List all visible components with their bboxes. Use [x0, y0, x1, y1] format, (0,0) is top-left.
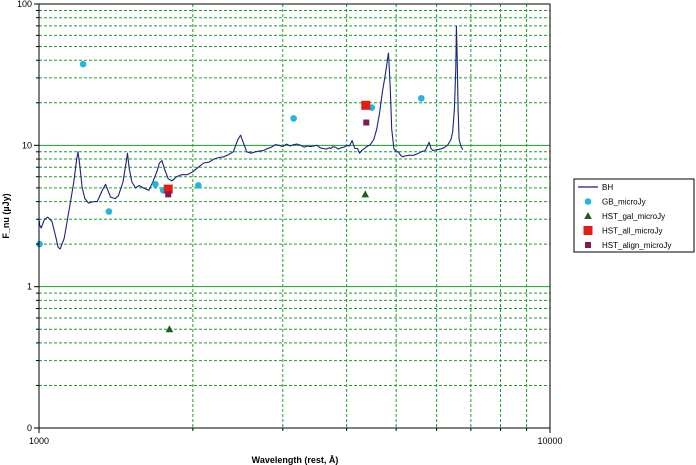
legend-swatch-hst-align-microjy	[585, 242, 591, 248]
data-point-hst-gal-microjy	[361, 190, 370, 198]
x-tick-label: 10000	[537, 436, 562, 446]
y-tick-label: 100	[17, 0, 32, 9]
data-point-gb-microjy	[79, 60, 87, 68]
legend-swatch-hst-all-microjy	[583, 226, 593, 235]
data-point-hst-all-microjy	[361, 100, 371, 110]
y-axis-title: F_nu (µJy)	[1, 193, 11, 238]
data-point-hst-align-microjy	[165, 191, 172, 198]
legend-label-hst-gal-microjy: HST_gal_microJy	[602, 212, 665, 221]
legend-label-hst-all-microjy: HST_all_microJy	[602, 227, 662, 236]
x-axis-title: Wavelength (rest, Å)	[252, 455, 339, 465]
legend-swatch-gb-microjy	[584, 198, 592, 205]
data-point-gb-microjy	[152, 181, 159, 188]
data-point-gb-microjy	[105, 208, 113, 215]
data-point-hst-align-microjy	[363, 119, 370, 126]
legend-items: BH GB_microJy HST_gal_microJy HST_all_micro…	[578, 183, 671, 250]
plot-area	[39, 4, 550, 428]
series-layer	[36, 25, 464, 333]
plot-frame	[38, 3, 551, 429]
tick-layer: 0 1 10 100 1000 10000	[17, 0, 563, 446]
data-point-gb-microjy	[195, 182, 202, 189]
legend-label-gb-microjy: GB_microJy	[602, 198, 646, 207]
data-point-hst-all-microjy	[163, 184, 173, 194]
data-point-gb-microjy	[290, 115, 297, 122]
data-point-gb-microjy	[418, 95, 425, 102]
series-line-bh	[38, 25, 464, 250]
legend: BH GB_microJy HST_gal_microJy HST_all_micro…	[573, 178, 695, 253]
data-point-hst-gal-microjy	[165, 325, 174, 333]
y-tick-label: 1	[27, 282, 32, 292]
legend-box	[573, 178, 695, 253]
legend-swatch-hst-gal-microjy	[584, 212, 592, 219]
y-tick-label: 0	[27, 423, 32, 433]
grid-layer	[39, 4, 550, 428]
y-tick-label: 10	[22, 140, 32, 150]
x-tick-label: 1000	[29, 436, 49, 446]
legend-label-hst-align-microjy: HST_align_microJy	[602, 241, 671, 250]
legend-label-bh: BH	[602, 183, 613, 192]
